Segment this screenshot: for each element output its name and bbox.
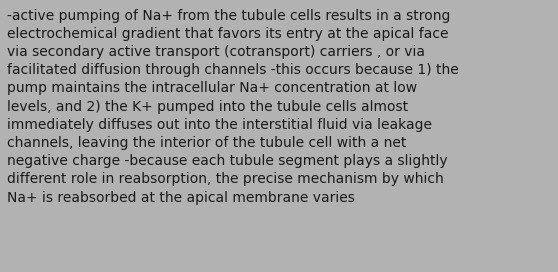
Text: -active pumping of Na+ from the tubule cells results in a strong
electrochemical: -active pumping of Na+ from the tubule c… — [7, 9, 459, 205]
